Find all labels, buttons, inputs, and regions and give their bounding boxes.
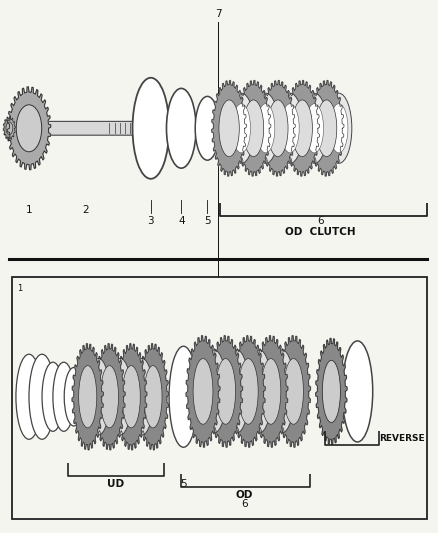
Ellipse shape (253, 93, 279, 164)
Polygon shape (94, 344, 125, 450)
Ellipse shape (195, 96, 219, 160)
Ellipse shape (202, 350, 226, 433)
Ellipse shape (225, 350, 249, 433)
Text: 3: 3 (148, 216, 154, 226)
Polygon shape (212, 80, 247, 176)
Text: 6: 6 (241, 499, 247, 509)
Text: 5: 5 (180, 479, 187, 489)
Ellipse shape (29, 354, 55, 439)
Text: REVERSE: REVERSE (379, 434, 425, 443)
Wedge shape (138, 119, 145, 138)
Ellipse shape (87, 359, 110, 435)
Text: 2: 2 (82, 205, 89, 215)
Ellipse shape (166, 88, 196, 168)
Ellipse shape (284, 359, 304, 424)
Polygon shape (276, 336, 311, 447)
Ellipse shape (228, 93, 254, 164)
Ellipse shape (247, 350, 272, 433)
Ellipse shape (53, 362, 74, 431)
Text: OD  CLUTCH: OD CLUTCH (285, 227, 356, 237)
Text: 1: 1 (26, 205, 32, 215)
Polygon shape (72, 344, 103, 450)
Ellipse shape (330, 104, 348, 153)
Text: 1: 1 (17, 284, 22, 293)
Ellipse shape (131, 359, 153, 435)
Polygon shape (285, 80, 320, 176)
Ellipse shape (100, 366, 119, 428)
Polygon shape (186, 336, 220, 447)
Ellipse shape (316, 100, 337, 157)
Polygon shape (116, 344, 147, 450)
Ellipse shape (216, 359, 236, 424)
FancyBboxPatch shape (47, 122, 137, 135)
Ellipse shape (342, 341, 373, 442)
Text: 4: 4 (178, 216, 184, 226)
Text: OD: OD (236, 490, 253, 500)
Polygon shape (261, 80, 295, 176)
Polygon shape (236, 80, 271, 176)
Ellipse shape (292, 100, 312, 157)
Polygon shape (138, 344, 169, 450)
Ellipse shape (270, 350, 294, 433)
Ellipse shape (6, 122, 13, 134)
Text: UD: UD (107, 479, 124, 489)
Ellipse shape (326, 93, 352, 164)
Ellipse shape (109, 359, 132, 435)
Ellipse shape (281, 104, 299, 153)
Ellipse shape (16, 105, 42, 152)
Ellipse shape (322, 360, 340, 423)
Ellipse shape (257, 104, 275, 153)
Text: 6: 6 (317, 216, 324, 226)
Polygon shape (231, 336, 265, 447)
Ellipse shape (261, 359, 281, 424)
Ellipse shape (268, 100, 288, 157)
Ellipse shape (301, 93, 328, 164)
Ellipse shape (305, 104, 324, 153)
Ellipse shape (244, 100, 264, 157)
Polygon shape (7, 87, 51, 169)
Ellipse shape (64, 368, 83, 426)
Ellipse shape (144, 366, 162, 428)
Ellipse shape (169, 346, 198, 447)
Text: 5: 5 (204, 216, 211, 226)
Text: 7: 7 (215, 9, 222, 19)
Bar (11, 277, 427, 519)
Ellipse shape (122, 366, 140, 428)
Ellipse shape (219, 100, 239, 157)
Ellipse shape (42, 362, 64, 431)
Polygon shape (208, 336, 243, 447)
Ellipse shape (133, 78, 169, 179)
Polygon shape (254, 336, 288, 447)
Polygon shape (309, 80, 344, 176)
Polygon shape (316, 338, 347, 445)
Ellipse shape (79, 366, 97, 428)
Ellipse shape (277, 93, 303, 164)
Ellipse shape (232, 104, 251, 153)
Ellipse shape (16, 354, 42, 439)
Ellipse shape (238, 359, 258, 424)
Ellipse shape (193, 359, 213, 424)
Polygon shape (4, 117, 15, 140)
